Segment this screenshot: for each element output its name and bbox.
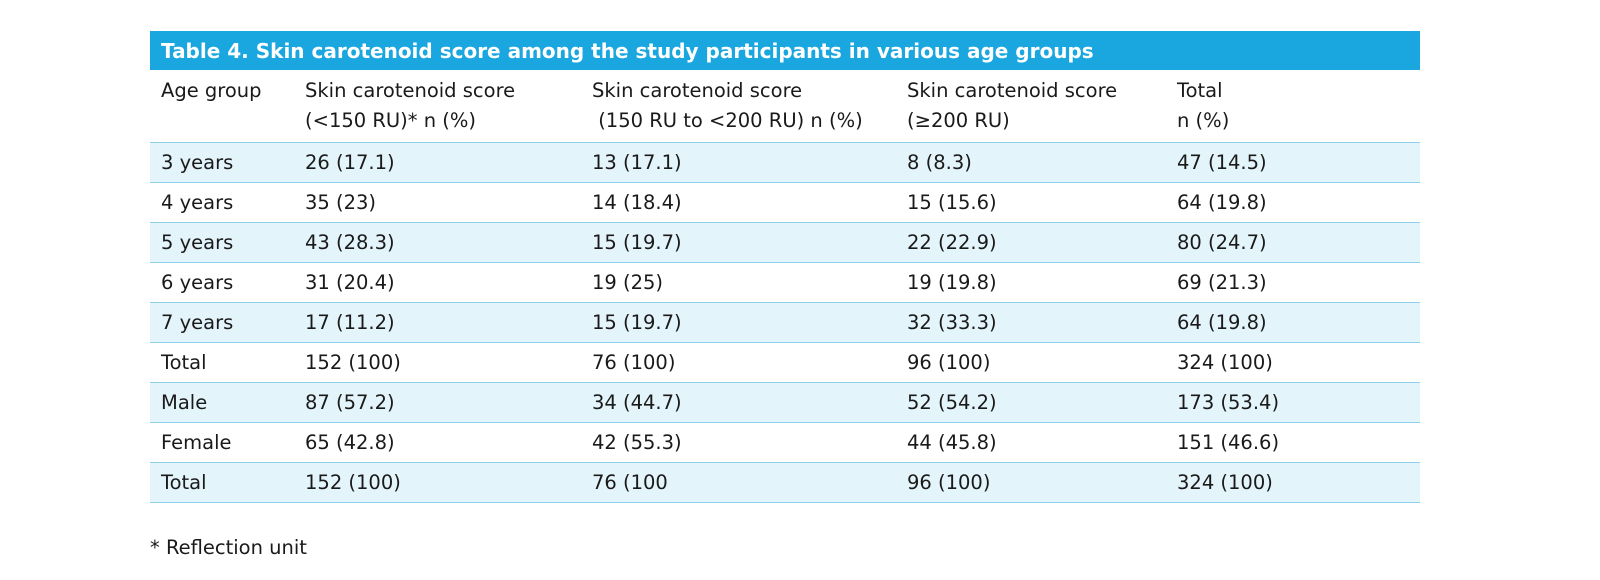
score-high-cell: 8 (8.3)	[896, 141, 1166, 182]
score-mid-cell: 15 (19.7)	[581, 301, 896, 342]
score-mid-cell: 15 (19.7)	[581, 221, 896, 262]
score-high-cell: 19 (19.8)	[896, 261, 1166, 302]
age-group-cell: Male	[150, 381, 294, 422]
score-high-cell: 22 (22.9)	[896, 221, 1166, 262]
table-row: 6 years 31 (20.4) 19 (25) 19 (19.8) 69 (21.3…	[150, 261, 1420, 302]
score-high-cell: 96 (100)	[896, 341, 1166, 382]
score-high-cell: 32 (33.3)	[896, 301, 1166, 342]
header-total: Total n (%)	[1177, 79, 1230, 132]
age-group-cell: 4 years	[150, 181, 294, 222]
age-group-cell: 3 years	[150, 141, 294, 182]
score-low-cell: 152 (100)	[294, 341, 581, 382]
header-score-low: Skin carotenoid score (<150 RU)* n (%)	[305, 79, 516, 132]
table-footnote: * Reflection unit	[150, 536, 307, 559]
age-group-cell: 5 years	[150, 221, 294, 262]
total-cell: 64 (19.8)	[1166, 181, 1420, 222]
table-row: 3 years 26 (17.1) 13 (17.1) 8 (8.3) 47 (14.5…	[150, 141, 1420, 182]
total-cell: 173 (53.4)	[1166, 381, 1420, 422]
table-row: Total 152 (100) 76 (100) 96 (100) 324 (100)	[150, 341, 1420, 382]
table-row: 7 years 17 (11.2) 15 (19.7) 32 (33.3) 64 (19…	[150, 301, 1420, 342]
total-cell: 69 (21.3)	[1166, 261, 1420, 302]
table-body: 3 years 26 (17.1) 13 (17.1) 8 (8.3) 47 (14.5…	[150, 141, 1420, 503]
header-score-mid: Skin carotenoid score (150 RU to <200 RU…	[592, 79, 863, 132]
score-low-cell: 31 (20.4)	[294, 261, 581, 302]
header-score-high: Skin carotenoid score (≥200 RU)	[907, 79, 1118, 132]
table-caption: Table 4. Skin carotenoid score among the…	[150, 31, 1420, 70]
score-low-cell: 152 (100)	[294, 461, 581, 503]
age-group-cell: 6 years	[150, 261, 294, 302]
age-group-cell: Female	[150, 421, 294, 462]
table-row: 5 years 43 (28.3) 15 (19.7) 22 (22.9) 80 (24…	[150, 221, 1420, 262]
total-cell: 47 (14.5)	[1166, 141, 1420, 182]
total-cell: 151 (46.6)	[1166, 421, 1420, 462]
header-age-group: Age group	[161, 79, 262, 102]
data-table: Table 4. Skin carotenoid score among the…	[150, 31, 1420, 503]
table-row: Male 87 (57.2) 34 (44.7) 52 (54.2) 173 (53.4…	[150, 381, 1420, 422]
score-low-cell: 43 (28.3)	[294, 221, 581, 262]
total-cell: 80 (24.7)	[1166, 221, 1420, 262]
score-low-cell: 35 (23)	[294, 181, 581, 222]
score-high-cell: 52 (54.2)	[896, 381, 1166, 422]
age-group-cell: 7 years	[150, 301, 294, 342]
table-row: Female 65 (42.8) 42 (55.3) 44 (45.8) 151 (46…	[150, 421, 1420, 462]
score-high-cell: 15 (15.6)	[896, 181, 1166, 222]
total-cell: 324 (100)	[1166, 341, 1420, 382]
score-mid-cell: 19 (25)	[581, 261, 896, 302]
score-low-cell: 87 (57.2)	[294, 381, 581, 422]
table-row: Total 152 (100) 76 (100 96 (100) 324 (100)	[150, 461, 1420, 503]
score-high-cell: 96 (100)	[896, 461, 1166, 503]
total-cell: 324 (100)	[1166, 461, 1420, 503]
table-header: Age group Skin carotenoid score (<150 RU…	[150, 70, 1420, 142]
score-low-cell: 17 (11.2)	[294, 301, 581, 342]
results-table: Age group Skin carotenoid score (<150 RU…	[150, 70, 1420, 503]
table-row: 4 years 35 (23) 14 (18.4) 15 (15.6) 64 (19.8…	[150, 181, 1420, 222]
age-group-cell: Total	[150, 461, 294, 503]
score-mid-cell: 34 (44.7)	[581, 381, 896, 422]
score-low-cell: 65 (42.8)	[294, 421, 581, 462]
score-mid-cell: 13 (17.1)	[581, 141, 896, 182]
score-mid-cell: 76 (100)	[581, 341, 896, 382]
score-high-cell: 44 (45.8)	[896, 421, 1166, 462]
age-group-cell: Total	[150, 341, 294, 382]
score-mid-cell: 14 (18.4)	[581, 181, 896, 222]
total-cell: 64 (19.8)	[1166, 301, 1420, 342]
score-low-cell: 26 (17.1)	[294, 141, 581, 182]
score-mid-cell: 76 (100	[581, 461, 896, 503]
header-row: Age group Skin carotenoid score (<150 RU…	[150, 70, 1420, 142]
score-mid-cell: 42 (55.3)	[581, 421, 896, 462]
